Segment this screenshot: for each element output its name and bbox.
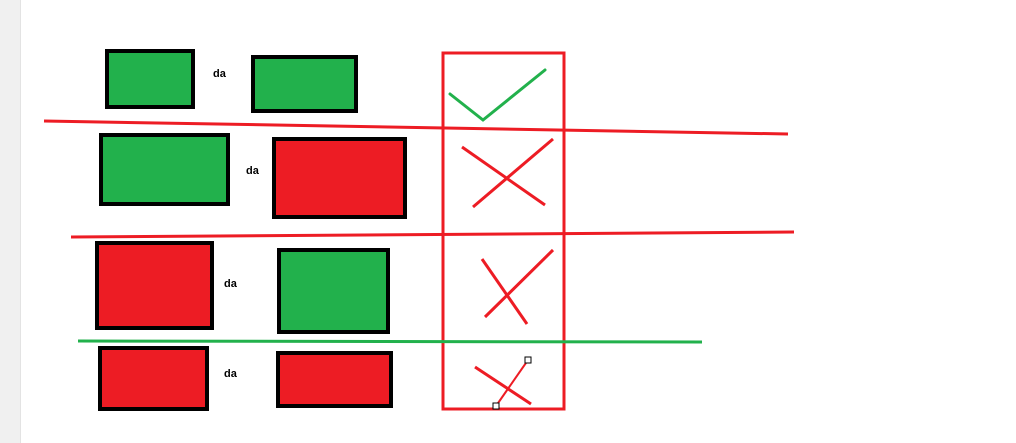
- row-2: da: [99, 133, 407, 219]
- row-2-left-box: [99, 133, 230, 206]
- row-3-label: da: [224, 278, 238, 290]
- row-3-right-box: [277, 248, 390, 334]
- separator-line-2: [70, 230, 795, 239]
- row-3-cross-mark: [480, 248, 555, 325]
- result-column-outline: [441, 51, 566, 411]
- row-4: da: [98, 346, 393, 411]
- row-1: da: [105, 49, 358, 113]
- row-1-label: da: [213, 68, 227, 80]
- selection-handle-bottom[interactable]: [492, 402, 500, 410]
- row-4-left-box: [98, 346, 209, 411]
- separator-line-1: [43, 119, 789, 136]
- selection-handle-top[interactable]: [524, 356, 532, 364]
- row-3-left-box: [95, 241, 214, 330]
- row-4-right-box: [276, 351, 393, 408]
- row-4-label: da: [224, 368, 238, 380]
- row-3: da: [95, 241, 390, 334]
- row-4-cross-mark: [474, 359, 532, 407]
- separator-line-3: [77, 339, 703, 344]
- row-1-check-mark: [448, 68, 547, 122]
- canvas-left-edge: [0, 0, 21, 443]
- row-1-left-box: [105, 49, 195, 109]
- row-2-label: da: [246, 165, 260, 177]
- row-2-right-box: [272, 137, 407, 219]
- row-2-cross-mark: [461, 137, 554, 209]
- row-1-right-box: [251, 55, 358, 113]
